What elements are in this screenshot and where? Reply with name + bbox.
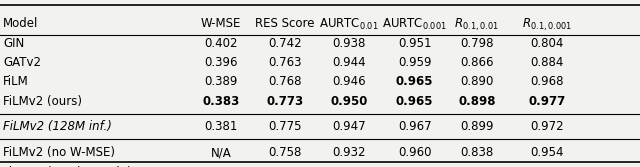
Text: 0.960: 0.960 <box>398 146 431 159</box>
Text: AURTC$_{0.001}$: AURTC$_{0.001}$ <box>382 17 447 32</box>
Text: 0.947: 0.947 <box>332 120 365 133</box>
Text: 0.383: 0.383 <box>202 95 239 108</box>
Text: FiLMv2 (no virt. node): FiLMv2 (no virt. node) <box>3 165 132 167</box>
Text: 0.798: 0.798 <box>460 37 493 50</box>
Text: 0.389: 0.389 <box>204 75 237 88</box>
Text: 0.381: 0.381 <box>204 120 237 133</box>
Text: $R_{0.1,0.001}$: $R_{0.1,0.001}$ <box>522 17 572 33</box>
Text: 0.402: 0.402 <box>204 165 237 167</box>
Text: 0.972: 0.972 <box>531 120 564 133</box>
Text: 0.884: 0.884 <box>531 56 564 69</box>
Text: 0.760: 0.760 <box>268 165 301 167</box>
Text: 0.976: 0.976 <box>531 165 564 167</box>
Text: 0.396: 0.396 <box>204 56 237 69</box>
Text: FiLMv2 (no W-MSE): FiLMv2 (no W-MSE) <box>3 146 115 159</box>
Text: 0.804: 0.804 <box>531 37 564 50</box>
Text: 0.878: 0.878 <box>460 165 493 167</box>
Text: 0.768: 0.768 <box>268 75 301 88</box>
Text: 0.944: 0.944 <box>332 56 365 69</box>
Text: 0.763: 0.763 <box>268 56 301 69</box>
Text: 0.959: 0.959 <box>398 56 431 69</box>
Text: N/A: N/A <box>211 146 231 159</box>
Text: 0.742: 0.742 <box>268 37 301 50</box>
Text: 0.866: 0.866 <box>460 56 493 69</box>
Text: FiLM: FiLM <box>3 75 29 88</box>
Text: W-MSE: W-MSE <box>200 17 241 30</box>
Text: FiLMv2 (ours): FiLMv2 (ours) <box>3 95 82 108</box>
Text: 0.965: 0.965 <box>396 95 433 108</box>
Text: 0.977: 0.977 <box>529 95 566 108</box>
Text: 0.950: 0.950 <box>330 95 367 108</box>
Text: AURTC$_{0.01}$: AURTC$_{0.01}$ <box>319 17 379 32</box>
Text: GIN: GIN <box>3 37 24 50</box>
Text: 0.898: 0.898 <box>458 95 495 108</box>
Text: RES Score: RES Score <box>255 17 314 30</box>
Text: 0.402: 0.402 <box>204 37 237 50</box>
Text: 0.946: 0.946 <box>332 75 365 88</box>
Text: 0.965: 0.965 <box>396 75 433 88</box>
Text: 0.758: 0.758 <box>268 146 301 159</box>
Text: 0.932: 0.932 <box>332 146 365 159</box>
Text: 0.890: 0.890 <box>460 75 493 88</box>
Text: 0.773: 0.773 <box>266 95 303 108</box>
Text: 0.968: 0.968 <box>531 75 564 88</box>
Text: 0.954: 0.954 <box>531 146 564 159</box>
Text: $R_{0.1,0.01}$: $R_{0.1,0.01}$ <box>454 17 499 33</box>
Text: GATv2: GATv2 <box>3 56 41 69</box>
Text: 0.951: 0.951 <box>398 37 431 50</box>
Text: 0.775: 0.775 <box>268 120 301 133</box>
Text: 0.838: 0.838 <box>460 146 493 159</box>
Text: Model: Model <box>3 17 38 30</box>
Text: FiLMv2 (128M inf.): FiLMv2 (128M inf.) <box>3 120 112 133</box>
Text: 0.899: 0.899 <box>460 120 493 133</box>
Text: 0.938: 0.938 <box>332 37 365 50</box>
Text: 0.963: 0.963 <box>398 165 431 167</box>
Text: 0.967: 0.967 <box>398 120 431 133</box>
Text: 0.944: 0.944 <box>332 165 365 167</box>
